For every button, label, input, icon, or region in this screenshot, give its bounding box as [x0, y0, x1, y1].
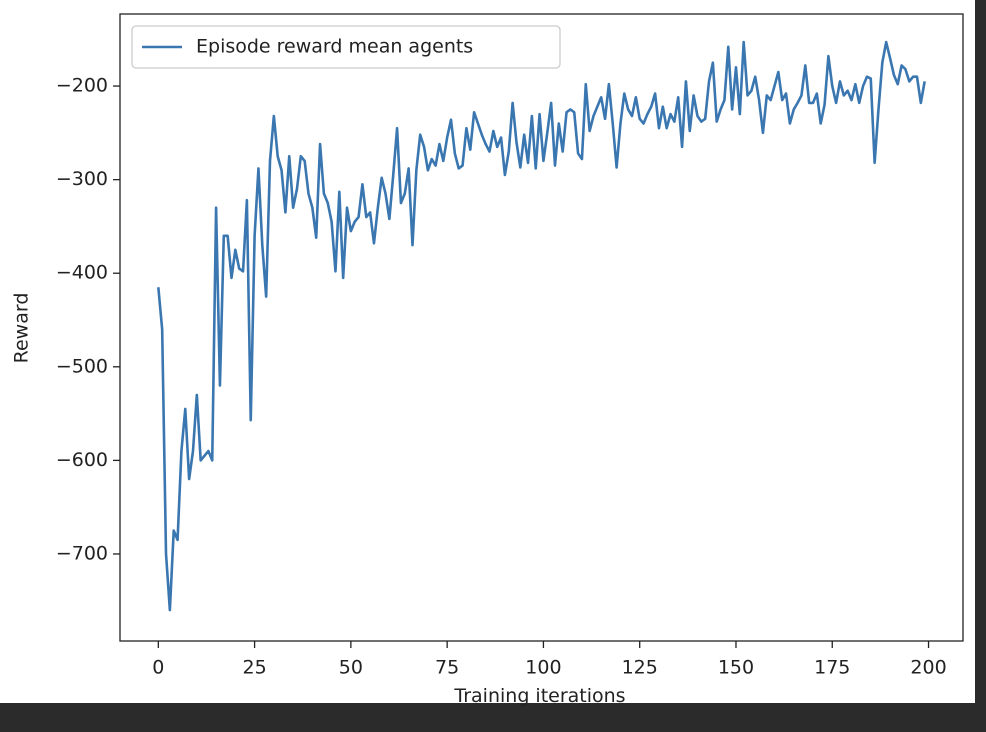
- y-tick-label: −500: [56, 355, 108, 377]
- x-axis-label: Training iterations: [453, 685, 625, 707]
- series-line: [157, 40, 926, 612]
- y-axis-label: Reward: [11, 293, 33, 364]
- y-tick-label: −300: [56, 168, 108, 190]
- y-tick-label: −200: [56, 75, 108, 97]
- x-tick-label: 50: [339, 657, 363, 679]
- y-tick-label: −600: [56, 449, 108, 471]
- x-tick-label: 125: [622, 657, 658, 679]
- x-tick-label: 200: [910, 657, 946, 679]
- x-tick-label: 100: [525, 657, 561, 679]
- y-tick-label: −700: [56, 542, 108, 564]
- x-tick-label: 150: [718, 657, 754, 679]
- plot-frame: [119, 13, 964, 642]
- x-tick-label: 175: [814, 657, 850, 679]
- x-tick-label: 0: [152, 657, 164, 679]
- figure-background: [0, 0, 975, 703]
- legend-label: Episode reward mean agents: [196, 36, 473, 58]
- x-tick-label: 75: [435, 657, 459, 679]
- x-tick-label: 25: [243, 657, 267, 679]
- legend-box: [131, 25, 561, 69]
- y-tick-label: −400: [56, 262, 108, 284]
